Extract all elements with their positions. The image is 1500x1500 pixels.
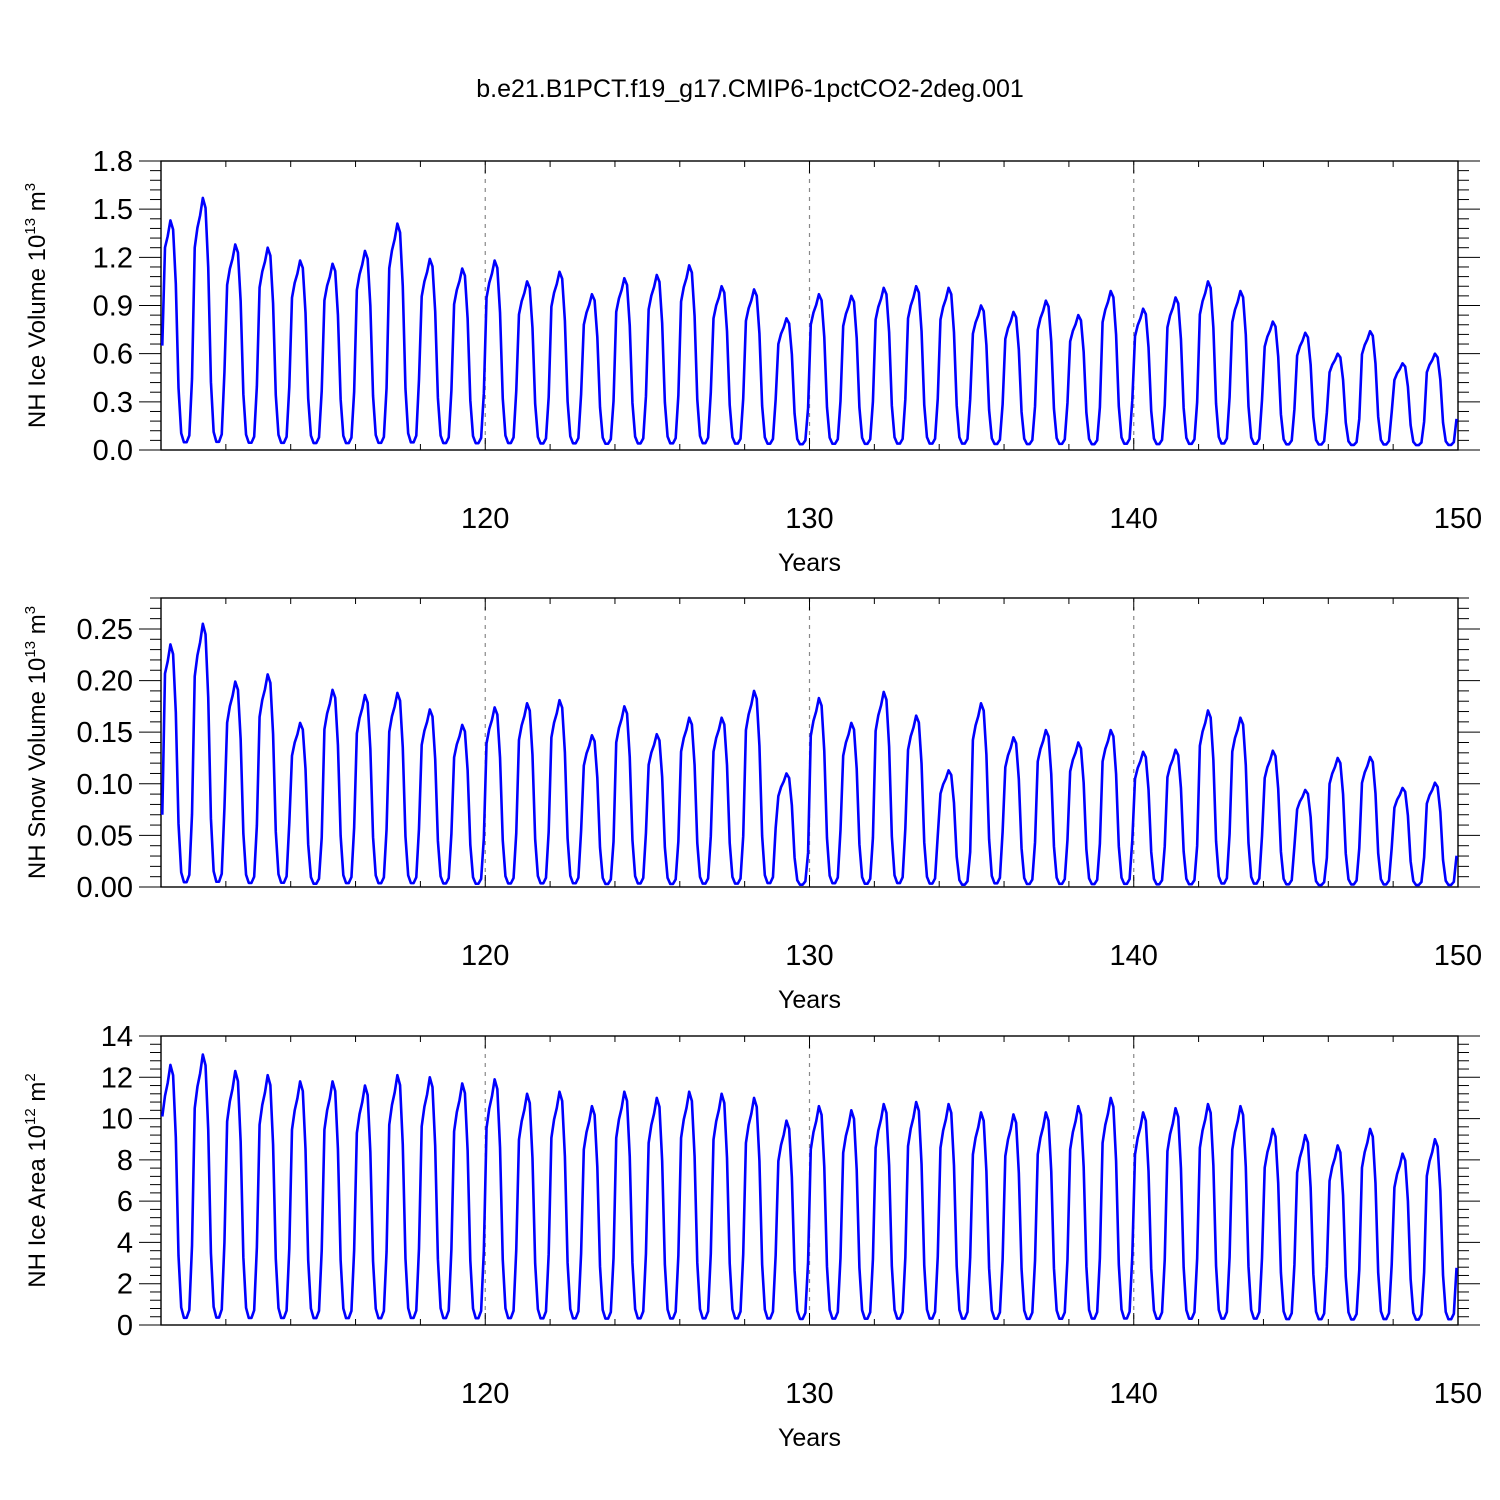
ice-volume-x-tick-label: 140 — [1110, 503, 1158, 535]
ice-area-x-axis-label: Years — [778, 1424, 841, 1452]
ice-volume-y-tick-label: 0.9 — [93, 291, 133, 323]
ice-area-y-tick-label: 8 — [117, 1145, 133, 1177]
ice-area-y-tick-label: 14 — [101, 1021, 133, 1053]
ice-area-panel: 120 130 140 150 Years 0 2 4 6 8 10 12 14 NH Ice Area … — [22, 1021, 1482, 1452]
snow-volume-x-tick-label: 140 — [1110, 940, 1158, 972]
snow-volume-y-tick-label: 0.00 — [77, 872, 133, 904]
ice-area-series-line — [161, 1053, 1458, 1321]
ice-volume-y-axis-label: NH Ice Volume 1013 m3 — [22, 183, 51, 428]
snow-volume-x-tick-label: 150 — [1434, 940, 1482, 972]
snow-volume-y-tick-label: 0.25 — [77, 614, 133, 646]
snow-volume-y-tick-label: 0.20 — [77, 666, 133, 698]
ice-volume-y-tick-label: 0.0 — [93, 435, 133, 467]
snow-volume-y-tick-label: 0.10 — [77, 769, 133, 801]
ice-area-y-tick-label: 2 — [117, 1269, 133, 1301]
snow-volume-y-tick-label: 0.05 — [77, 820, 133, 852]
ice-volume-x-tick-label: 150 — [1434, 503, 1482, 535]
ice-area-x-tick-label: 130 — [785, 1378, 833, 1410]
chart-title: b.e21.B1PCT.f19_g17.CMIP6-1pctCO2-2deg.0… — [476, 75, 1024, 103]
ice-volume-panel: 120 130 140 150 Years 0.0 0.3 0.6 0.9 1.2 1.5 1.8 NH… — [22, 146, 1482, 577]
ice-area-y-tick-label: 12 — [101, 1062, 133, 1094]
ice-area-y-tick-label: 0 — [117, 1310, 133, 1342]
ice-volume-series-line — [161, 196, 1458, 447]
ice-area-y-axis-label: NH Ice Area 1012 m2 — [22, 1073, 51, 1287]
snow-volume-x-tick-label: 130 — [785, 940, 833, 972]
ice-volume-x-tick-label: 130 — [785, 503, 833, 535]
ice-area-x-tick-label: 150 — [1434, 1378, 1482, 1410]
ice-area-y-tick-label: 10 — [101, 1104, 133, 1136]
ice-volume-y-tick-label: 1.5 — [93, 194, 133, 226]
ice-volume-x-axis-label: Years — [778, 549, 841, 577]
ice-volume-y-tick-label: 1.8 — [93, 146, 133, 178]
snow-volume-x-tick-label: 120 — [461, 940, 509, 972]
snow-volume-y-tick-label: 0.15 — [77, 717, 133, 749]
ice-volume-x-tick-label: 120 — [461, 503, 509, 535]
snow-volume-x-axis-label: Years — [778, 986, 841, 1014]
ice-area-x-tick-label: 140 — [1110, 1378, 1158, 1410]
snow-volume-y-axis-label: NH Snow Volume 1013 m3 — [22, 606, 51, 879]
ice-area-y-tick-label: 4 — [117, 1227, 133, 1259]
snow-volume-series-line — [161, 622, 1458, 887]
ice-volume-y-tick-label: 1.2 — [93, 242, 133, 274]
ice-area-y-tick-label: 6 — [117, 1186, 133, 1218]
ice-area-x-tick-label: 120 — [461, 1378, 509, 1410]
ice-volume-y-tick-label: 0.3 — [93, 387, 133, 419]
snow-volume-panel: 120 130 140 150 Years 0.00 0.05 0.10 0.15 0.20 0.2… — [22, 597, 1482, 1014]
ice-volume-y-tick-label: 0.6 — [93, 339, 133, 371]
